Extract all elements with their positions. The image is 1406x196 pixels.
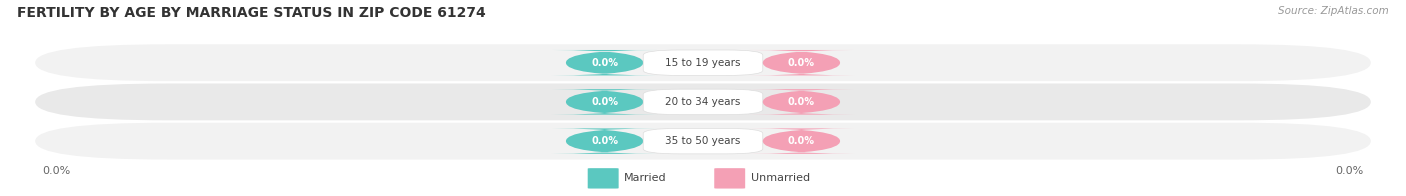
Text: Married: Married <box>624 173 666 183</box>
FancyBboxPatch shape <box>588 168 619 189</box>
Text: 0.0%: 0.0% <box>1336 165 1364 176</box>
Text: Unmarried: Unmarried <box>751 173 810 183</box>
FancyBboxPatch shape <box>714 168 745 189</box>
Text: 0.0%: 0.0% <box>42 165 70 176</box>
Text: FERTILITY BY AGE BY MARRIAGE STATUS IN ZIP CODE 61274: FERTILITY BY AGE BY MARRIAGE STATUS IN Z… <box>17 6 485 20</box>
FancyBboxPatch shape <box>748 50 853 75</box>
Text: 20 to 34 years: 20 to 34 years <box>665 97 741 107</box>
Text: 0.0%: 0.0% <box>591 97 619 107</box>
FancyBboxPatch shape <box>551 50 657 75</box>
FancyBboxPatch shape <box>35 44 1371 81</box>
Text: Source: ZipAtlas.com: Source: ZipAtlas.com <box>1278 6 1389 16</box>
FancyBboxPatch shape <box>643 89 762 115</box>
FancyBboxPatch shape <box>748 128 853 154</box>
Text: 15 to 19 years: 15 to 19 years <box>665 58 741 68</box>
FancyBboxPatch shape <box>748 89 853 115</box>
Text: 0.0%: 0.0% <box>787 136 815 146</box>
FancyBboxPatch shape <box>551 128 657 154</box>
FancyBboxPatch shape <box>643 50 762 75</box>
Text: 0.0%: 0.0% <box>787 58 815 68</box>
Text: 35 to 50 years: 35 to 50 years <box>665 136 741 146</box>
FancyBboxPatch shape <box>551 89 657 115</box>
Text: 0.0%: 0.0% <box>787 97 815 107</box>
Text: 0.0%: 0.0% <box>591 58 619 68</box>
FancyBboxPatch shape <box>643 128 762 154</box>
FancyBboxPatch shape <box>35 83 1371 120</box>
FancyBboxPatch shape <box>35 123 1371 160</box>
Text: 0.0%: 0.0% <box>591 136 619 146</box>
